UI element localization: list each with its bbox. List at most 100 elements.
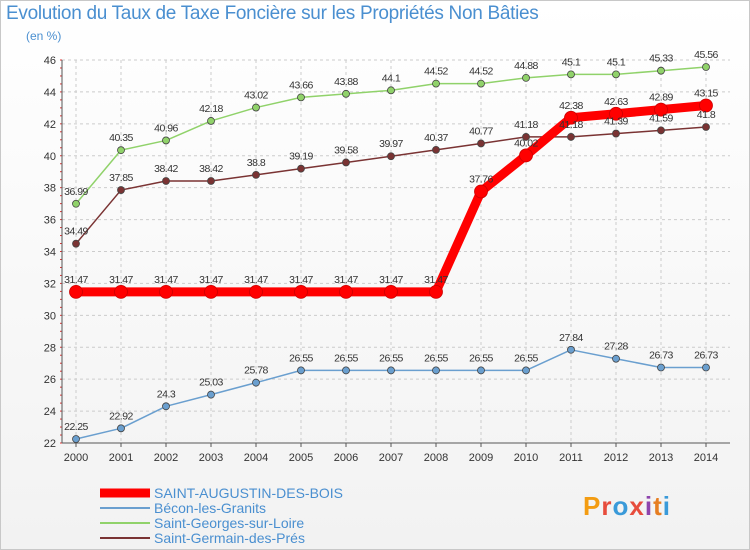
x-tick-label: 2000 bbox=[64, 452, 88, 464]
data-point bbox=[342, 366, 350, 375]
legend-label: Saint-Georges-sur-Loire bbox=[154, 515, 304, 531]
data-label: 38.42 bbox=[199, 163, 223, 175]
data-label: 26.55 bbox=[424, 352, 448, 364]
data-label: 27.84 bbox=[559, 332, 583, 344]
data-label: 36.99 bbox=[64, 186, 88, 198]
data-point bbox=[564, 110, 578, 125]
x-tick-label: 2004 bbox=[244, 452, 268, 464]
data-point bbox=[72, 435, 80, 443]
data-point bbox=[429, 284, 443, 299]
logo-letter: x bbox=[629, 491, 645, 521]
data-point bbox=[252, 170, 260, 179]
data-label: 34.49 bbox=[64, 226, 88, 238]
data-point bbox=[654, 102, 668, 117]
logo-letter: o bbox=[612, 491, 630, 521]
data-label: 41.59 bbox=[649, 112, 673, 124]
data-label: 31.47 bbox=[199, 274, 223, 286]
data-point bbox=[117, 424, 125, 433]
data-point bbox=[339, 284, 353, 299]
data-label: 31.47 bbox=[64, 274, 88, 286]
data-label: 40.37 bbox=[424, 132, 448, 144]
logo-letter: P bbox=[583, 491, 602, 521]
data-label: 26.73 bbox=[649, 350, 673, 362]
data-point bbox=[612, 129, 620, 138]
data-point bbox=[207, 177, 215, 185]
x-tick-label: 2007 bbox=[379, 452, 403, 464]
data-label: 40.96 bbox=[154, 122, 178, 134]
data-label: 45.1 bbox=[562, 56, 581, 68]
data-label: 31.47 bbox=[109, 274, 133, 286]
data-point bbox=[117, 186, 125, 194]
data-point bbox=[567, 133, 575, 141]
x-tick-label: 2012 bbox=[604, 452, 628, 464]
x-tick-label: 2001 bbox=[109, 452, 133, 464]
data-point bbox=[567, 70, 575, 79]
y-tick-label: 42 bbox=[44, 119, 56, 131]
data-point bbox=[522, 73, 530, 82]
data-label: 42.63 bbox=[604, 96, 628, 108]
y-tick-label: 34 bbox=[44, 247, 56, 259]
data-point bbox=[657, 66, 665, 75]
data-label: 44.1 bbox=[382, 72, 401, 84]
data-label: 31.47 bbox=[289, 274, 313, 286]
x-tick-label: 2010 bbox=[514, 452, 538, 464]
data-label: 24.3 bbox=[157, 388, 176, 400]
data-label: 43.02 bbox=[244, 90, 268, 102]
data-label: 45.1 bbox=[607, 56, 626, 68]
data-label: 43.88 bbox=[334, 76, 358, 88]
x-tick-label: 2014 bbox=[694, 452, 718, 464]
data-label: 31.47 bbox=[424, 274, 448, 286]
y-tick-label: 26 bbox=[44, 374, 56, 386]
proxiti-logo: Proxiti bbox=[583, 491, 671, 522]
data-point bbox=[432, 366, 440, 375]
data-point bbox=[342, 158, 350, 167]
x-tick-label: 2006 bbox=[334, 452, 358, 464]
data-label: 41.18 bbox=[559, 119, 583, 131]
data-point bbox=[162, 402, 170, 411]
data-point bbox=[207, 390, 215, 399]
y-tick-label: 36 bbox=[44, 215, 56, 227]
data-label: 22.92 bbox=[109, 410, 133, 422]
data-label: 40.02 bbox=[514, 137, 538, 149]
data-point bbox=[69, 284, 83, 299]
x-tick-label: 2002 bbox=[154, 452, 178, 464]
data-point bbox=[477, 79, 485, 88]
data-label: 37.76 bbox=[469, 173, 493, 185]
logo-letter: t bbox=[653, 491, 663, 521]
y-tick-label: 40 bbox=[44, 151, 56, 163]
x-tick-label: 2005 bbox=[289, 452, 313, 464]
data-point bbox=[567, 345, 575, 354]
y-tick-label: 30 bbox=[44, 310, 56, 322]
data-label: 44.52 bbox=[424, 66, 448, 78]
data-point bbox=[387, 86, 395, 95]
y-tick-label: 44 bbox=[44, 87, 56, 99]
x-tick-label: 2011 bbox=[559, 452, 583, 464]
data-point bbox=[162, 177, 170, 185]
x-tick-label: 2013 bbox=[649, 452, 673, 464]
data-point bbox=[432, 79, 440, 88]
x-tick-label: 2003 bbox=[199, 452, 223, 464]
data-point bbox=[342, 89, 350, 98]
data-label: 26.55 bbox=[379, 352, 403, 364]
data-label: 43.66 bbox=[289, 79, 313, 91]
data-point bbox=[609, 106, 623, 121]
data-label: 31.47 bbox=[379, 274, 403, 286]
data-point bbox=[114, 284, 128, 299]
data-label: 42.38 bbox=[559, 100, 583, 112]
data-label: 31.47 bbox=[334, 274, 358, 286]
data-point bbox=[72, 239, 80, 248]
chart-title: Evolution du Taux de Taxe Foncière sur l… bbox=[6, 3, 539, 24]
data-label: 25.78 bbox=[244, 365, 268, 377]
legend-label: Saint-Germain-des-Prés bbox=[154, 530, 305, 546]
data-point bbox=[702, 63, 710, 71]
data-point bbox=[297, 93, 305, 102]
y-tick-label: 32 bbox=[44, 278, 56, 290]
y-tick-label: 22 bbox=[44, 438, 56, 450]
data-point bbox=[252, 103, 260, 112]
data-point bbox=[477, 139, 485, 148]
data-label: 38.42 bbox=[154, 163, 178, 175]
data-label: 41.8 bbox=[697, 109, 716, 121]
legend-label: SAINT-AUGUSTIN-DES-BOIS bbox=[154, 485, 343, 501]
data-label: 39.97 bbox=[379, 138, 403, 150]
